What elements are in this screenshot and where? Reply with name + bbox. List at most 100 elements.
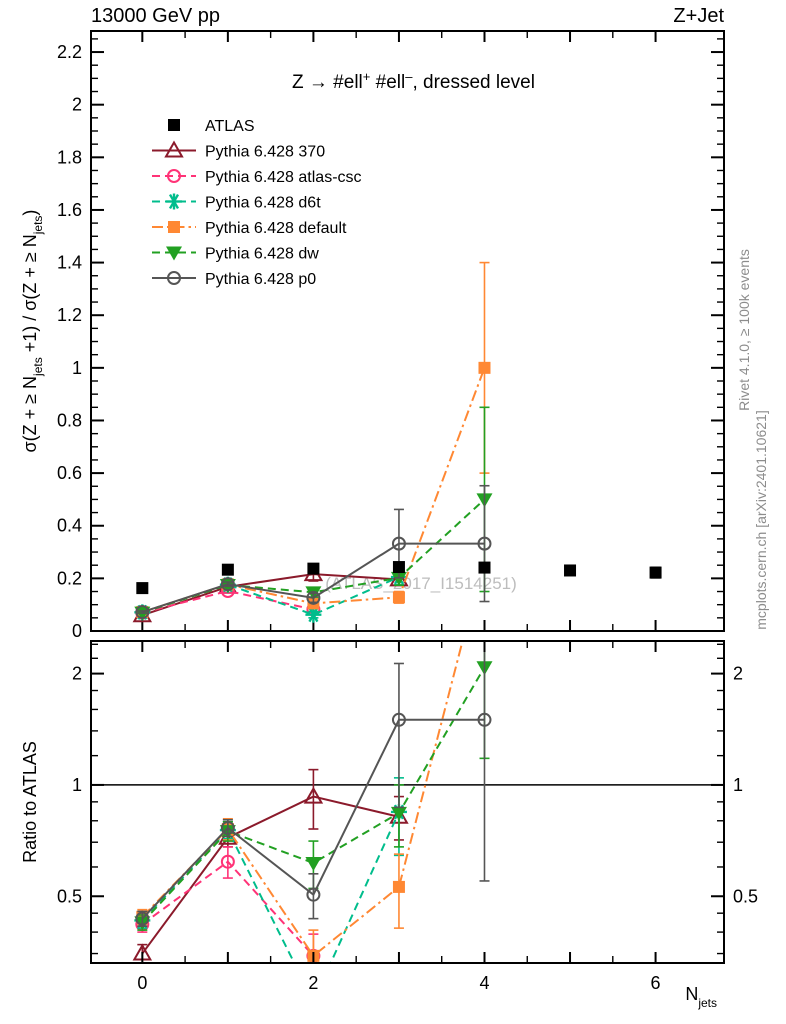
- series-line-Pythia-6-428-atlas-csc: [142, 589, 314, 614]
- y-axis-tick-label: 1.4: [57, 253, 82, 273]
- legend-marker-5: [166, 246, 182, 261]
- header-left-collision-energy: 13000 GeV pp: [91, 5, 220, 27]
- plot-title: Z → #ell+ #ell–, dressed level: [292, 69, 535, 93]
- data-point-Pythia-6-428-dw: [390, 806, 407, 821]
- marker-circle: [167, 169, 181, 183]
- main-panel-frame: [90, 30, 725, 632]
- marker-triangle-down: [305, 857, 322, 872]
- marker-square: [136, 582, 149, 595]
- marker-square: [392, 591, 405, 604]
- y-axis-tick-label: 0.2: [57, 568, 82, 588]
- y-axis-title: σ(Z + ≥ Njets +1) / σ(Z + ≥ Njets): [20, 210, 45, 453]
- data-point-Pythia-6-428-atlas-csc: [220, 854, 235, 869]
- marker-square: [168, 119, 180, 131]
- legend-entry-label: Pythia 6.428 dw: [205, 246, 319, 263]
- marker-triangle-down: [390, 571, 407, 586]
- side-label-rivet: Rivet 4.1.0, ≥ 100k events: [736, 249, 752, 411]
- marker-circle: [220, 577, 235, 592]
- marker-square: [564, 564, 577, 577]
- series-line-Pythia-6-428-dw: [141, 666, 486, 924]
- x-axis-tick-label: 0: [137, 973, 147, 993]
- data-point-Pythia-6-428-d6t: [305, 606, 322, 623]
- ratio-axis-title: Ratio to ATLAS: [20, 741, 40, 863]
- marker-square: [221, 563, 234, 576]
- legend-entry-label: Pythia 6.428 p0: [205, 271, 316, 288]
- data-point-Pythia-6-428-p0: [135, 911, 150, 926]
- y-axis-tick-label: 0.8: [57, 410, 82, 430]
- marker-circle: [167, 271, 181, 285]
- y-axis-tick-label: 1: [72, 358, 82, 378]
- data-point-Pythia-6-428-dw: [305, 857, 322, 872]
- x-axis-title: Njets: [685, 984, 717, 1010]
- y-axis-tick-label: 0.6: [57, 463, 82, 483]
- ratio-tick-label-left: 1: [72, 775, 82, 795]
- x-axis-tick-label: 6: [651, 973, 661, 993]
- marker-circle: [306, 590, 321, 605]
- data-point-Pythia-6-428-370: [303, 786, 324, 804]
- data-point-ATLAS: [564, 564, 577, 577]
- y-axis-tick-label: 1.8: [57, 147, 82, 167]
- data-point-Pythia-6-428-p0: [391, 536, 406, 551]
- data-point-ATLAS: [307, 562, 320, 575]
- legend-marker-1: [164, 140, 184, 158]
- marker-triangle-up: [164, 140, 184, 158]
- marker-circle: [391, 712, 406, 727]
- data-point-ATLAS: [649, 566, 662, 579]
- data-point-ATLAS: [392, 561, 405, 574]
- side-label-mcplots: mcplots.cern.ch [arXiv:2401.10621]: [753, 410, 769, 629]
- x-axis-tick-label: 2: [308, 973, 318, 993]
- ratio-tick-label-right: 0.5: [733, 886, 758, 906]
- data-point-Pythia-6-428-dw: [390, 571, 407, 586]
- x-axis-tick-label: 4: [479, 973, 489, 993]
- data-point-Pythia-6-428-p0: [220, 820, 235, 835]
- data-point-Pythia-6-428-p0: [220, 577, 235, 592]
- marker-square: [168, 221, 180, 233]
- marker-circle: [135, 911, 150, 926]
- ratio-panel-frame: [90, 640, 725, 964]
- data-point-Pythia-6-428-p0: [477, 712, 492, 727]
- series-line-Pythia-6-428-370: [141, 795, 400, 955]
- legend-entry-label: Pythia 6.428 atlas-csc: [205, 169, 362, 186]
- y-axis-tick-label: 1.6: [57, 200, 82, 220]
- marker-square: [392, 561, 405, 574]
- y-axis-tick-label: 2: [72, 95, 82, 115]
- data-point-ATLAS: [136, 582, 149, 595]
- data-point-Pythia-6-428-default: [392, 591, 405, 604]
- ratio-tick-label-left: 2: [72, 664, 82, 684]
- marker-square: [307, 562, 320, 575]
- legend-marker-0: [168, 119, 180, 131]
- y-axis-tick-label: 0: [72, 621, 82, 641]
- data-point-ATLAS: [221, 563, 234, 576]
- marker-square: [649, 566, 662, 579]
- ratio-series-group: [92, 642, 723, 962]
- header-right-process: Z+Jet: [673, 5, 724, 27]
- data-point-Pythia-6-428-p0: [306, 887, 321, 902]
- legend-entry-label: Pythia 6.428 370: [205, 144, 325, 161]
- legend-entry-label: Pythia 6.428 default: [205, 220, 347, 237]
- legend-entry-label: ATLAS: [205, 118, 255, 135]
- data-point-Pythia-6-428-p0: [391, 712, 406, 727]
- marker-square: [478, 361, 491, 374]
- data-point-Pythia-6-428-p0: [135, 605, 150, 620]
- legend-marker-4: [168, 221, 180, 233]
- ratio-tick-label-right: 1: [733, 775, 743, 795]
- marker-circle: [306, 887, 321, 902]
- data-point-ATLAS: [478, 561, 491, 574]
- marker-circle: [391, 536, 406, 551]
- marker-circle: [220, 854, 235, 869]
- data-point-Pythia-6-428-default: [478, 361, 491, 374]
- legend-marker-6: [167, 271, 181, 285]
- marker-square: [392, 880, 405, 893]
- y-axis-tick-label: 1.2: [57, 305, 82, 325]
- marker-circle: [477, 712, 492, 727]
- marker-square: [478, 561, 491, 574]
- ratio-tick-label-right: 2: [733, 664, 743, 684]
- ratio-tick-label-left: 0.5: [57, 886, 82, 906]
- legend-entry-label: Pythia 6.428 d6t: [205, 195, 321, 212]
- data-point-Pythia-6-428-p0: [477, 536, 492, 551]
- marker-circle: [135, 605, 150, 620]
- legend-marker-3: [166, 193, 182, 210]
- marker-triangle-down: [390, 806, 407, 821]
